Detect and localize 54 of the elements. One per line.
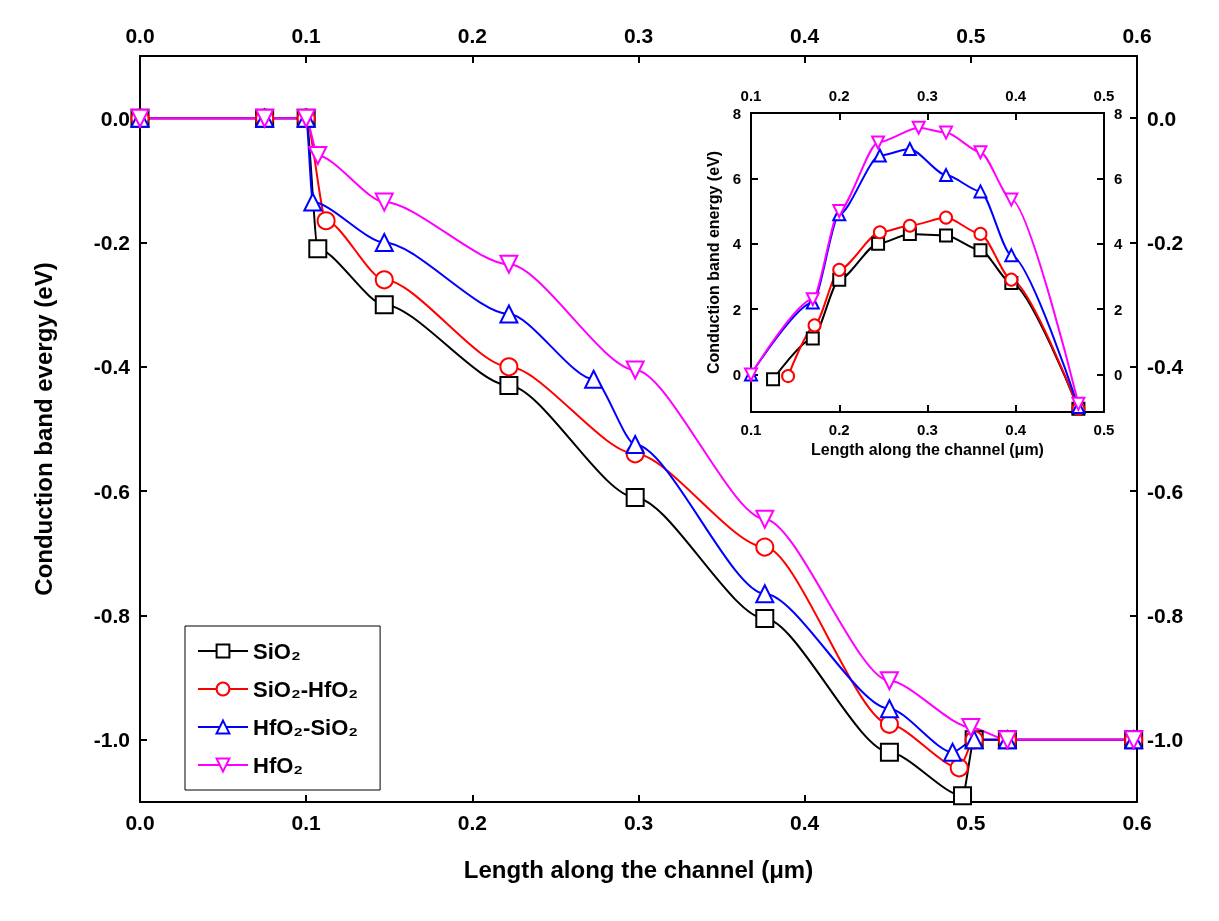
x-axis-title: Length along the channel (μm) [811, 441, 1044, 459]
y2-tick-label: 8 [1114, 104, 1123, 122]
x2-tick-label: 0.0 [125, 24, 155, 47]
x2-tick-label: 0.2 [457, 24, 487, 47]
y2-tick-label: 0.0 [1147, 106, 1177, 130]
x-tick-label: 0.4 [1005, 421, 1027, 438]
x-tick-label: 0.6 [1122, 811, 1152, 834]
x-tick-label: 0.4 [790, 811, 820, 834]
y-tick-label: 0.0 [100, 106, 130, 130]
legend-label: SiO₂-HfO₂ [253, 676, 359, 702]
x2-tick-label: 0.4 [790, 24, 820, 47]
x2-tick-label: 0.2 [828, 87, 850, 104]
x-tick-label: 0.5 [956, 811, 986, 834]
x-tick-label: 0.2 [828, 421, 850, 438]
legend-label: SiO₂ [253, 638, 301, 664]
x-tick-label: 0.2 [457, 811, 487, 834]
y2-tick-label: -0.2 [1147, 231, 1184, 254]
y-tick-label: -0.2 [93, 231, 130, 254]
y-tick-label: -1.0 [93, 728, 130, 752]
x-tick-label: 0.3 [623, 811, 654, 834]
x2-tick-label: 0.1 [291, 24, 322, 47]
y-tick-label: -0.4 [93, 355, 131, 379]
y-tick-label: 6 [732, 169, 741, 187]
y-tick-label: -0.6 [93, 479, 130, 503]
x2-tick-label: 0.5 [1093, 87, 1115, 104]
y2-tick-label: 0 [1114, 365, 1123, 383]
x-tick-label: 0.3 [917, 421, 938, 438]
legend-label: HfO₂ [253, 752, 304, 778]
y-axis-title: Conduction band energy (eV) [704, 150, 722, 375]
y2-tick-label: -0.8 [1147, 604, 1184, 627]
y2-tick-label: -1.0 [1147, 728, 1184, 752]
y2-tick-label: 6 [1114, 169, 1123, 187]
y2-tick-label: -0.4 [1147, 355, 1184, 379]
x2-tick-label: 0.3 [917, 87, 938, 104]
x2-tick-label: 0.4 [1005, 87, 1027, 104]
y-tick-label: 2 [732, 300, 741, 318]
x-tick-label: 0.0 [125, 811, 155, 834]
y-tick-label: 0 [732, 365, 741, 383]
x-tick-label: 0.1 [740, 421, 762, 438]
x2-tick-label: 0.1 [740, 87, 762, 104]
y-tick-label: 8 [732, 104, 741, 122]
x-tick-label: 0.1 [291, 811, 322, 834]
x-tick-label: 0.5 [1093, 421, 1115, 438]
y-tick-label: 4 [732, 235, 742, 253]
x2-tick-label: 0.6 [1122, 24, 1152, 47]
x-axis-title: Length along the channel (μm) [463, 855, 814, 883]
y2-tick-label: 4 [1114, 235, 1123, 253]
y2-tick-label: -0.6 [1147, 479, 1184, 503]
y2-tick-label: 2 [1114, 300, 1123, 318]
x2-tick-label: 0.3 [623, 24, 654, 47]
legend-label: HfO₂-SiO₂ [253, 714, 359, 740]
y-axis-title: Conduction band evergy (eV) [29, 262, 57, 596]
x2-tick-label: 0.5 [956, 24, 986, 47]
y-tick-label: -0.8 [93, 604, 131, 627]
